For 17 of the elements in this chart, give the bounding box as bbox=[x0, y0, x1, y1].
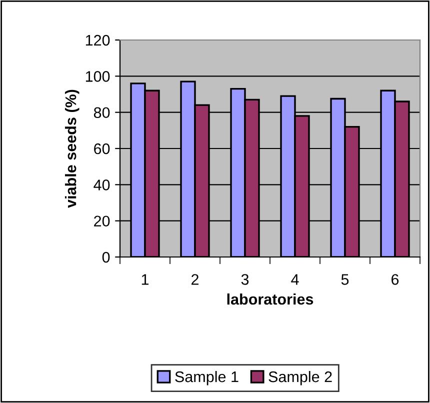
y-tick-label: 80 bbox=[94, 107, 110, 118]
x-tick-label: 4 bbox=[291, 274, 299, 285]
y-tick-label: 120 bbox=[86, 34, 110, 46]
y-tick-label: 20 bbox=[94, 216, 110, 227]
legend-label: Sample 1 bbox=[175, 370, 238, 386]
y-tick-label: 40 bbox=[94, 180, 110, 190]
x-axis-title: laboratories bbox=[227, 293, 314, 305]
y-axis-title: viable seeds (%) bbox=[64, 90, 80, 208]
x-tick-label: 3 bbox=[241, 274, 249, 285]
x-tick-label: 1 bbox=[142, 274, 149, 285]
x-tick-label: 2 bbox=[192, 274, 198, 285]
y-tick-label: 60 bbox=[94, 143, 110, 154]
y-tick-label: 100 bbox=[86, 71, 110, 82]
y-tick-label: 0 bbox=[102, 252, 110, 263]
legend-label: Sample 2 bbox=[268, 370, 332, 386]
x-tick-label: 6 bbox=[392, 274, 399, 285]
x-tick-label: 5 bbox=[341, 274, 349, 285]
